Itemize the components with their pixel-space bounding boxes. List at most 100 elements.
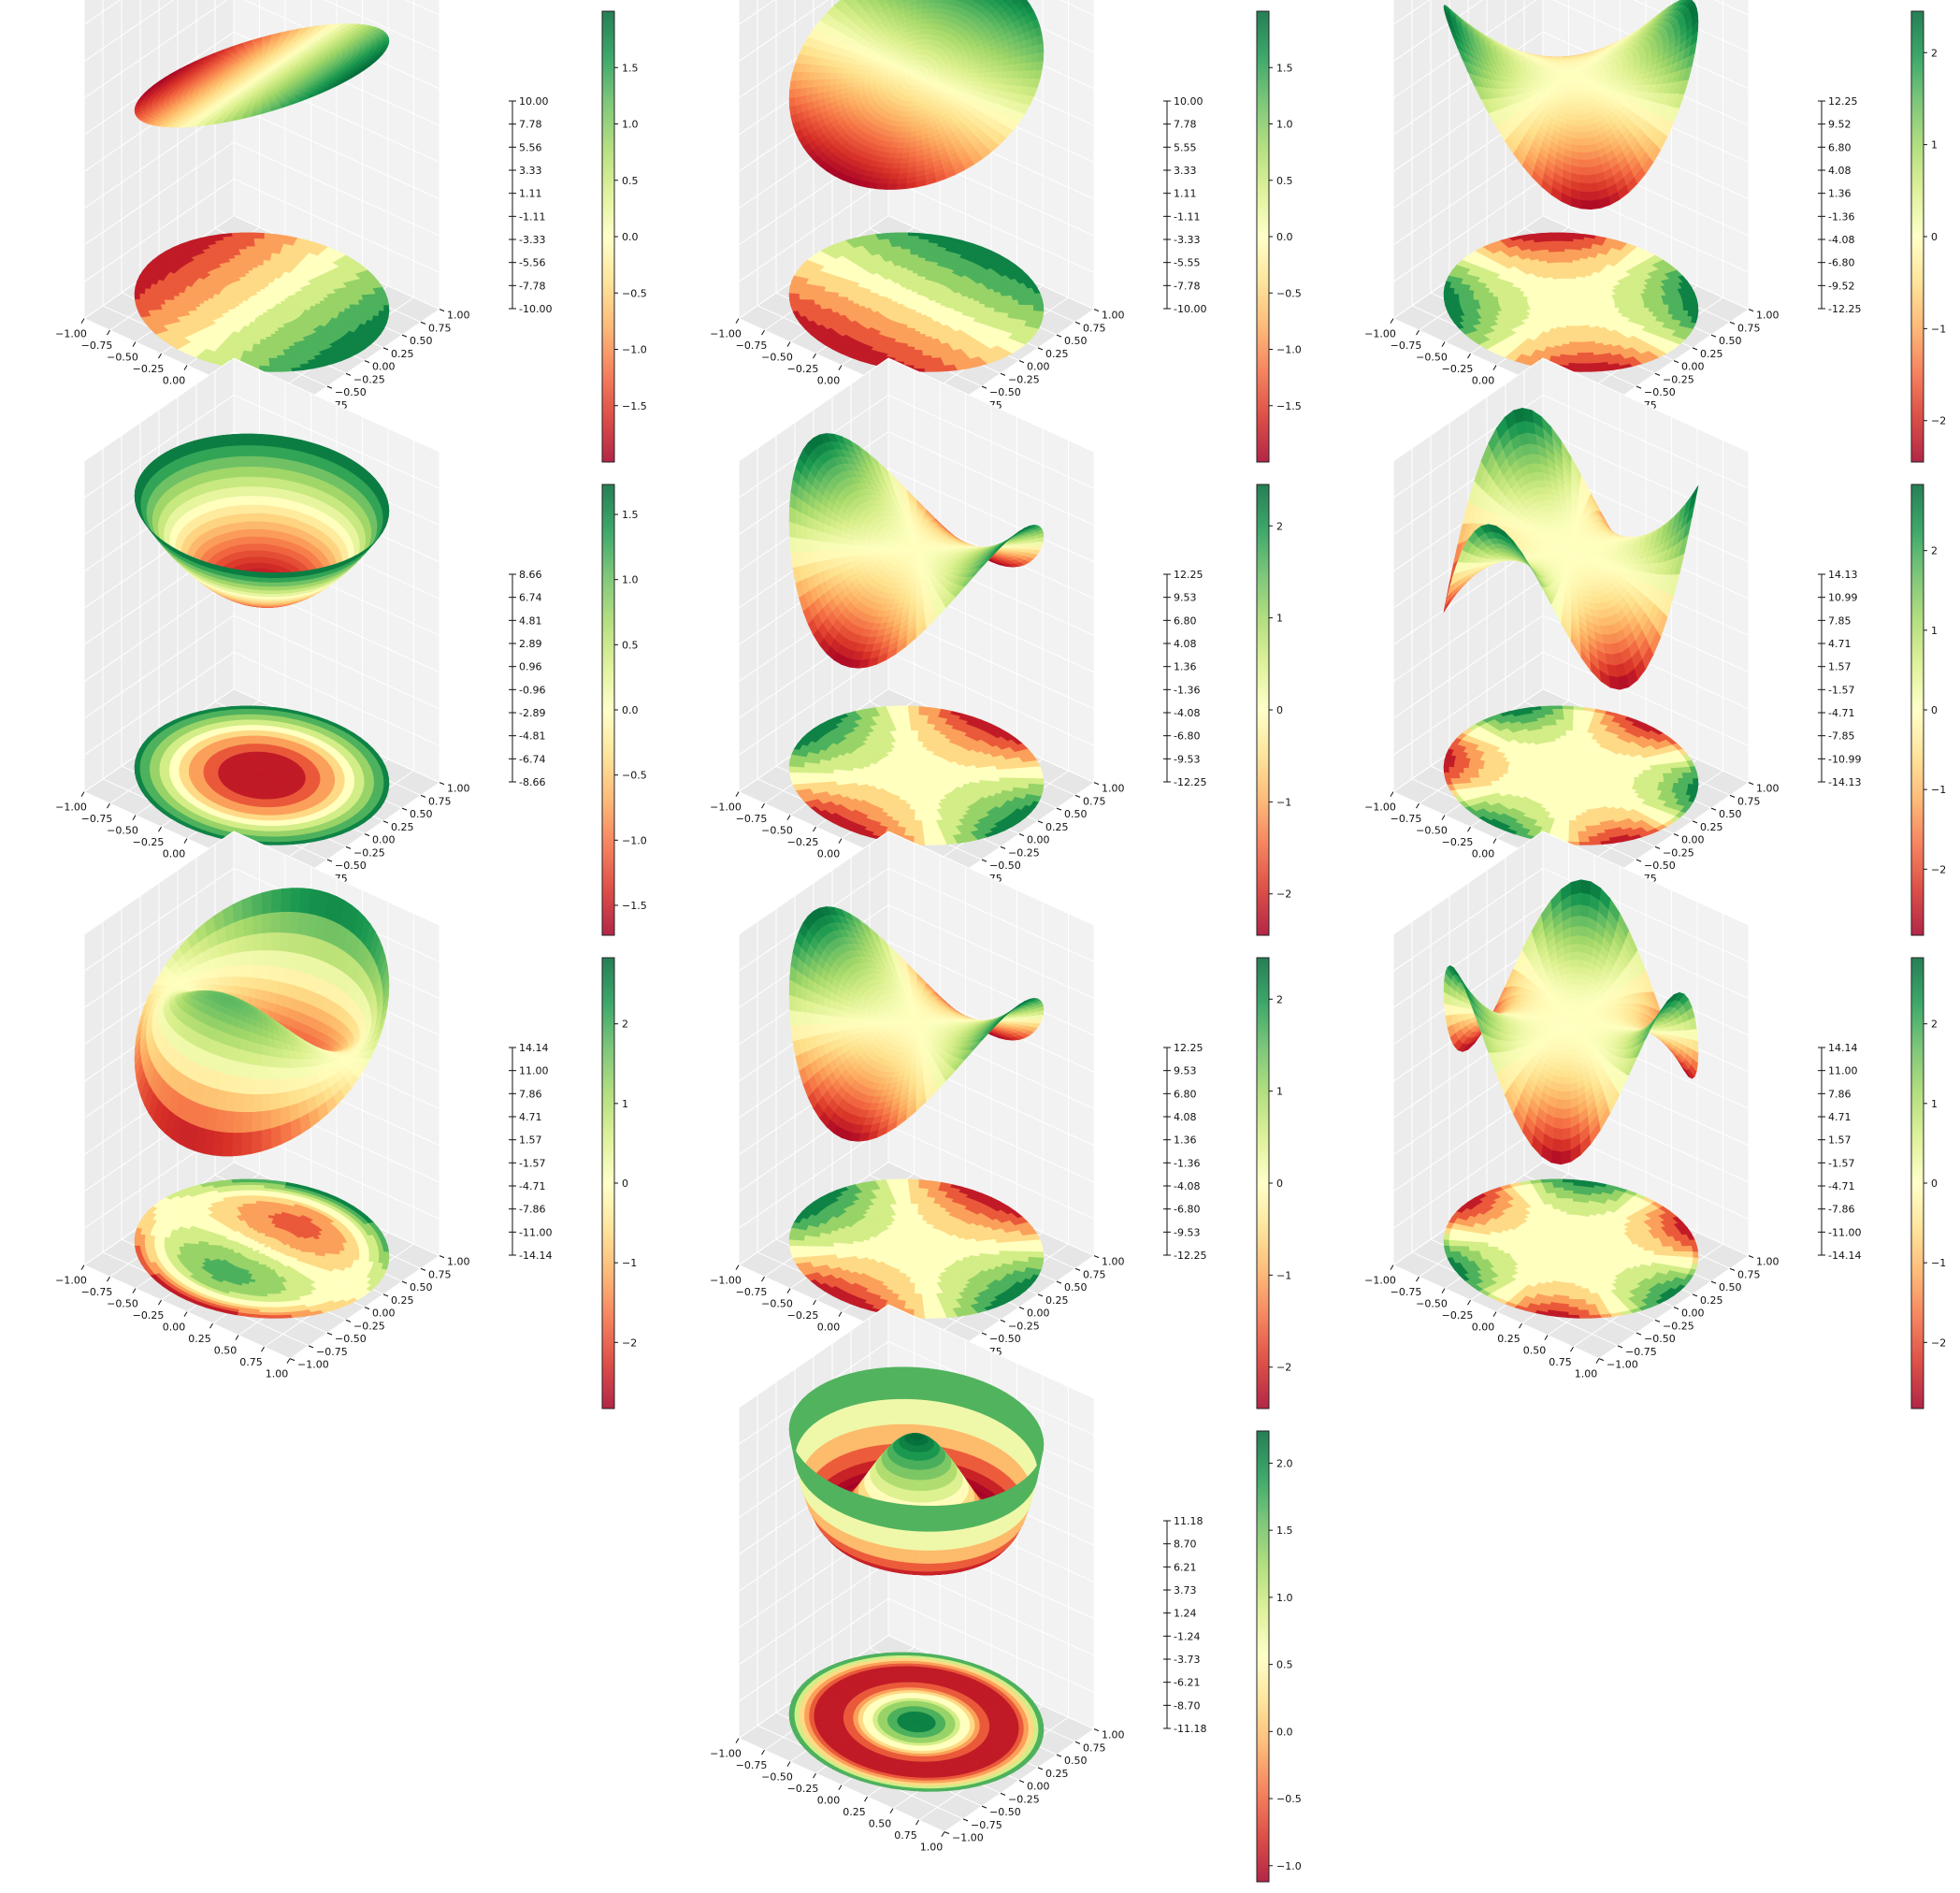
x-tick-label: 0.25 [1497,1333,1520,1345]
y-tick-label: 0.75 [1737,1268,1761,1280]
y-tick-mark [1000,372,1006,376]
colorbar-tick-label: 0 [1931,704,1938,716]
y-axis: −1.00−0.75−0.50−0.250.000.250.500.751.00 [289,1255,470,1371]
z-tick-label: 4.71 [519,1111,542,1123]
z-tick-label: 8.70 [1174,1539,1197,1551]
x-tick-mark [261,1346,265,1352]
y-tick-label: −0.25 [353,846,385,859]
y-tick-mark [1748,309,1754,312]
colorbar-tick-label: 2.0 [1276,1457,1293,1469]
z-tick-label: 1.57 [519,1134,542,1147]
x-tick-label: −0.50 [107,352,138,364]
y-tick-mark [401,334,408,338]
y-tick-label: −0.75 [971,1819,1002,1831]
z-tick-label: -10.00 [519,303,552,315]
y-tick-label: 0.00 [1027,1781,1050,1793]
y-tick-mark [1598,1358,1605,1362]
surface-plot: −1.00−0.75−0.50−0.250.000.250.500.751.00… [1364,357,1946,936]
z-axis: -14.14 -11.00 -7.86 -4.71 -1.57 1.57 4.71 7.86 1… [509,1042,552,1262]
z-tick-label: 7.86 [519,1088,542,1100]
y-tick-label: 0.75 [428,1268,452,1280]
y-tick-mark [1692,347,1698,351]
y-tick-label: 0.75 [1083,1741,1106,1754]
y-tick-mark [345,845,352,849]
x-tick-mark [209,1322,213,1329]
surface-mesh [1443,0,1699,210]
x-tick-mark [761,1749,765,1756]
y-tick-mark [1654,845,1661,849]
z-tick-label: 3.73 [1174,1584,1197,1597]
x-tick-mark [1492,365,1497,370]
y-tick-label: 1.00 [1102,783,1125,795]
z-tick-label: -11.00 [519,1226,552,1238]
x-tick-mark [735,318,740,324]
colorbar: 2 1 0 −1 −2 [601,957,637,1409]
x-tick-mark [1390,1264,1394,1270]
y-tick-label: 0.25 [391,821,414,833]
colorbar-tick-label: −2 [1931,863,1946,875]
zernike-panel: Z−33:y-Trefoil−1.00−0.75−0.50−0.250.000.… [1309,357,1960,945]
x-tick-mark [813,826,816,832]
colorbar-bar [1256,10,1270,463]
z-axis: -14.14 -11.00 -7.86 -4.71 -1.57 1.57 4.71 7.86 1… [1818,1042,1861,1262]
y-tick-label: 0.75 [1083,1268,1106,1280]
y-tick-mark [439,1255,445,1259]
x-tick-label: 0.00 [817,848,841,860]
x-tick-mark [1441,815,1446,820]
y-tick-mark [1692,820,1698,824]
z-tick-label: -4.71 [1828,1180,1854,1192]
x-tick-label: 0.00 [1472,1322,1495,1334]
colorbar-tick-label: 2 [1931,545,1938,557]
colorbar-tick-label: 2 [1276,520,1283,532]
x-tick-label: −1.00 [55,328,87,340]
z-tick-label: -6.74 [519,753,545,765]
z-tick-label: 6.80 [1174,1088,1197,1100]
z-tick-label: 12.25 [1174,1042,1203,1054]
surface-mesh [788,433,1045,669]
z-tick-label: 6.80 [1174,614,1197,627]
z-tick-label: 11.00 [519,1065,549,1077]
colorbar-tick-label: 0.0 [1276,231,1293,243]
z-tick-label: 1.36 [1174,661,1197,673]
x-tick-label: −0.50 [761,825,793,837]
y-tick-mark [1056,807,1062,811]
colorbar-tick-label: −1 [622,1257,637,1269]
y-tick-mark [1710,334,1717,338]
colorbar-bar [1910,484,1924,936]
y-tick-label: −0.25 [1663,373,1694,385]
contour-disc [1443,705,1699,845]
colorbar: 2 1 0 −1 −2 [1910,10,1946,463]
x-tick-mark [735,791,740,797]
zernike-panel: Z−13:y-Coma−1.00−0.75−0.50−0.250.000.250… [0,831,653,1418]
y-tick-label: 0.00 [1681,834,1705,846]
x-tick-label: −0.25 [787,1783,819,1795]
z-tick-label: -12.25 [1174,776,1206,788]
z-tick-label: -8.66 [519,776,545,788]
z-tick-label: -4.08 [1174,1180,1200,1192]
y-tick-mark [1692,1293,1698,1297]
zernike-panel: Z−11: x-Tilt−1.00−0.75−0.50−0.250.000.25… [0,0,653,471]
x-tick-mark [286,1358,291,1364]
colorbar-bar [1256,957,1270,1409]
surface-mesh [134,433,390,608]
x-tick-label: −0.50 [761,1298,793,1310]
y-tick-mark [1037,1293,1044,1297]
surface-plot: −1.00−0.75−0.50−0.250.000.250.500.751.00… [55,0,647,463]
y-tick-label: 0.75 [1083,322,1106,334]
x-tick-mark [735,1264,740,1270]
y-axis: −1.00−0.75−0.50−0.250.000.250.500.751.00 [944,1255,1125,1371]
y-tick-label: −0.50 [989,1806,1021,1818]
colorbar-bar [1910,957,1924,1409]
colorbar-tick-label: −1.0 [622,834,647,846]
colorbar-bar [1256,1430,1270,1883]
colorbar-tick-label: −0.5 [1276,1793,1302,1805]
y-tick-mark [345,1319,352,1322]
x-tick-mark [838,1311,843,1317]
y-tick-mark [1654,1319,1661,1322]
x-tick-mark [80,791,85,797]
y-tick-mark [981,859,987,862]
y-tick-mark [326,385,333,389]
z-tick-label: -6.21 [1174,1677,1200,1689]
z-tick-label: 1.36 [1828,188,1852,200]
x-tick-label: −1.00 [55,1275,87,1287]
